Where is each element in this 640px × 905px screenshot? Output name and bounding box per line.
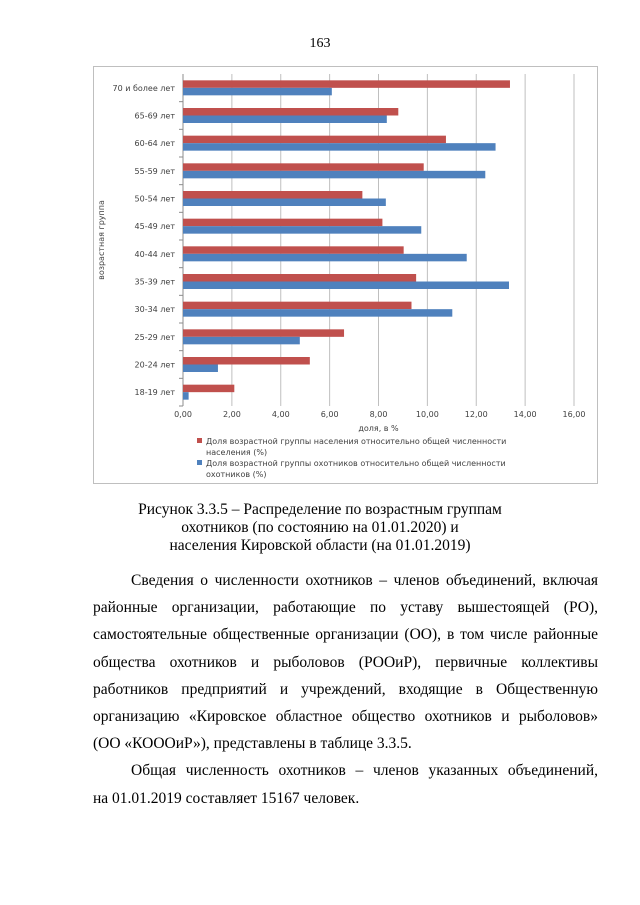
category-label: 40-44 лет [135, 250, 176, 259]
paragraph-1-line: районные организации, работающие по уста… [93, 599, 598, 617]
legend-label: охотников (%) [206, 470, 266, 479]
bar-hunters [183, 336, 300, 345]
x-tick-label: 0,00 [174, 410, 192, 419]
page-number: 163 [309, 36, 331, 51]
bar-population [183, 163, 424, 171]
category-label: 25-29 лет [135, 333, 176, 342]
figure-caption-line-2: охотников (по состоянию на 01.01.2020) и [181, 519, 459, 536]
bar-hunters [183, 281, 509, 289]
bar-hunters [183, 87, 332, 96]
category-label: 20-24 лет [135, 361, 176, 370]
x-tick-label: 2,00 [223, 410, 241, 419]
bar-population [183, 246, 404, 254]
paragraph-2-line: Общая численность охотников – членов ука… [131, 762, 598, 780]
category-label: 50-54 лет [135, 195, 176, 204]
paragraph-1-line: (ОО «КОООиР»), представлены в таблице 3.… [93, 735, 412, 753]
bar-hunters [183, 364, 218, 372]
bar-population [183, 80, 510, 88]
bar-hunters [183, 309, 453, 317]
paragraph-1-line: общества охотников и рыболовов (РООиР), … [93, 653, 598, 671]
bar-population [183, 274, 417, 282]
bar-population [183, 357, 310, 365]
bar-population [183, 108, 399, 116]
paragraph-1-line: организацию «Кировское областное обществ… [93, 708, 598, 725]
bar-population [183, 384, 235, 393]
legend-swatch [197, 460, 202, 465]
category-label: 30-34 лет [135, 305, 176, 314]
paragraph-1-line: работников предприятий и учреждений, вхо… [93, 680, 598, 698]
paragraph-2-line: на 01.01.2019 составляет 15167 человек. [93, 789, 360, 807]
bar-hunters [183, 253, 467, 262]
legend-label: населения (%) [206, 448, 267, 457]
paragraph-1-line: Сведения о численности охотников – члено… [131, 572, 598, 589]
age-distribution-chart: 0,00 2,00 4,00 6,00 8,00 10,00 12,00 14,00 16,00… [93, 66, 598, 484]
bar-hunters [183, 198, 386, 206]
y-axis-title: возрастная группа [97, 200, 106, 280]
category-label: 18-19 лет [135, 388, 176, 397]
category-label: 55-59 лет [135, 167, 176, 176]
bar-hunters [183, 143, 496, 151]
figure-caption-line-1: Рисунок 3.3.5 – Распределение по возраст… [138, 501, 502, 518]
bar-population [183, 329, 345, 337]
bar-hunters [183, 170, 486, 179]
x-tick-label: 14,00 [514, 410, 537, 419]
legend-label: Доля возрастной группы охотников относит… [206, 459, 506, 468]
bar-population [183, 218, 383, 227]
figure-caption-line-3: населения Кировской области (на 01.01.20… [169, 537, 471, 554]
x-tick-label: 8,00 [370, 410, 388, 419]
category-label: 45-49 лет [135, 222, 176, 231]
x-tick-label: 16,00 [563, 410, 586, 419]
x-tick-label: 4,00 [272, 410, 290, 419]
category-label: 60-64 лет [135, 139, 176, 148]
category-label: 70 и более лет [113, 84, 176, 93]
bar-population [183, 135, 446, 144]
legend-label: Доля возрастной группы населения относит… [206, 437, 506, 446]
category-label: 65-69 лет [135, 112, 176, 121]
legend-swatch [197, 438, 202, 443]
x-tick-label: 6,00 [321, 410, 339, 419]
bar-population [183, 301, 412, 310]
x-tick-label: 12,00 [465, 410, 488, 419]
bar-hunters [183, 392, 189, 400]
paragraph-1-line: самостоятельные общественные организации… [93, 626, 598, 644]
bar-hunters [183, 115, 387, 123]
bar-population [183, 191, 363, 199]
chart-svg: 0,00 2,00 4,00 6,00 8,00 10,00 12,00 14,00 16,00… [97, 74, 586, 479]
category-label: 35-39 лет [135, 278, 176, 287]
x-axis-title: доля, в % [358, 424, 399, 433]
x-tick-label: 10,00 [416, 410, 439, 419]
bar-hunters [183, 226, 422, 234]
